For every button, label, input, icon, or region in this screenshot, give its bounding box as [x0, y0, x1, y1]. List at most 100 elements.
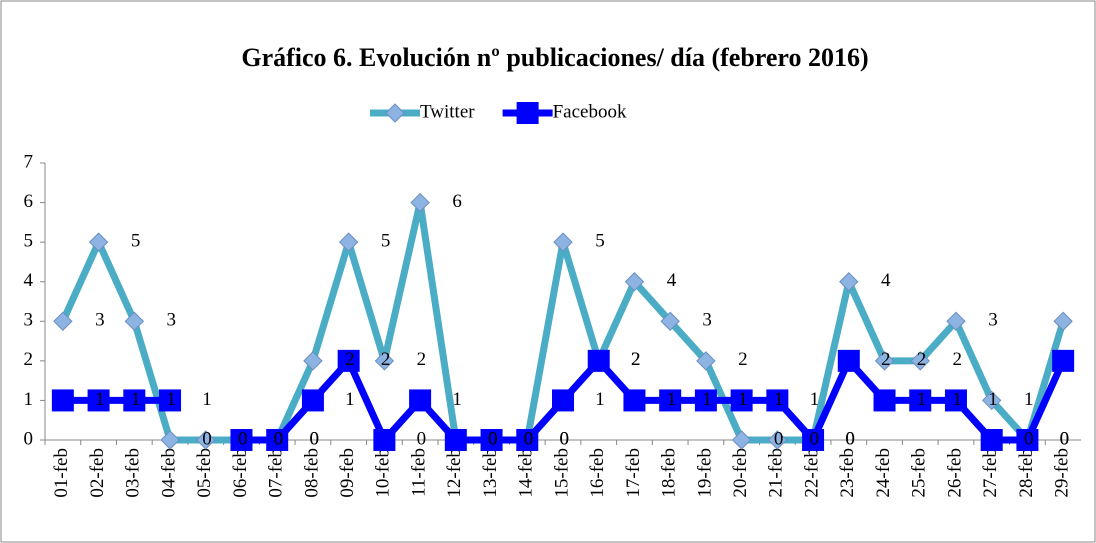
- data-label: 3: [95, 310, 105, 331]
- data-label: 2: [881, 349, 891, 370]
- x-tick-label: 29-feb: [1051, 448, 1072, 498]
- marker: [910, 351, 930, 371]
- y-tick-label: 6: [24, 191, 34, 212]
- data-label: 0: [1024, 428, 1034, 449]
- x-tick-label: 05-feb: [194, 448, 215, 498]
- x-tick-label: 28-feb: [1016, 448, 1037, 498]
- marker: [160, 430, 180, 450]
- data-label: 0: [238, 428, 248, 449]
- x-tick-label: 04-feb: [158, 448, 179, 498]
- x-tick-label: 14-feb: [516, 448, 537, 498]
- marker: [1053, 311, 1073, 331]
- data-label: 3: [702, 310, 712, 331]
- y-tick-label: 7: [24, 151, 34, 172]
- legend-label: Facebook: [553, 101, 627, 122]
- marker: [444, 429, 467, 451]
- x-tick-label: 16-feb: [587, 448, 608, 498]
- data-label: 0: [560, 428, 570, 449]
- data-label: 0: [1060, 428, 1070, 449]
- data-label: 4: [667, 270, 677, 291]
- data-label: 0: [845, 428, 855, 449]
- marker: [909, 389, 932, 412]
- data-label: 3: [988, 310, 998, 331]
- x-tick-label: 01-feb: [51, 448, 72, 498]
- marker: [944, 389, 967, 412]
- data-label: 1: [131, 389, 141, 410]
- data-label: 2: [417, 349, 427, 370]
- x-tick-label: 12-feb: [444, 448, 465, 498]
- y-tick-label: 2: [24, 349, 34, 370]
- data-label: 2: [631, 349, 641, 370]
- marker: [88, 232, 109, 252]
- data-label: 0: [488, 428, 498, 449]
- x-tick-label: 15-feb: [551, 448, 572, 498]
- x-tick-label: 18-feb: [659, 448, 680, 498]
- data-label: 1: [702, 389, 712, 410]
- data-label: 1: [917, 389, 927, 410]
- marker: [87, 389, 110, 412]
- legend-label: Twitter: [420, 101, 475, 122]
- x-tick-label: 19-feb: [694, 448, 715, 498]
- marker: [51, 389, 74, 412]
- data-label: 1: [202, 389, 212, 410]
- data-label: 2: [952, 349, 962, 370]
- data-label: 0: [524, 428, 534, 449]
- data-label: 1: [952, 389, 962, 410]
- x-tick-label: 03-feb: [123, 448, 144, 498]
- marker: [873, 389, 896, 412]
- marker: [837, 349, 860, 372]
- data-label: 0: [202, 428, 212, 449]
- marker: [766, 389, 789, 412]
- data-label: 1: [452, 389, 462, 410]
- data-label: 0: [309, 428, 319, 449]
- data-label: 1: [988, 389, 998, 410]
- data-label: 0: [560, 428, 570, 449]
- marker: [159, 389, 182, 412]
- data-label: 5: [381, 231, 391, 252]
- data-label: 0: [274, 428, 284, 449]
- data-label: 1: [667, 389, 677, 410]
- y-tick-label: 5: [24, 231, 34, 252]
- data-label: 0: [810, 428, 820, 449]
- x-tick-label: 27-feb: [980, 448, 1001, 498]
- marker: [802, 429, 825, 451]
- marker: [230, 429, 253, 451]
- y-tick-label: 0: [24, 428, 34, 449]
- y-tick-label: 1: [24, 389, 34, 410]
- marker: [123, 389, 146, 412]
- marker: [124, 311, 145, 331]
- marker: [1052, 349, 1075, 372]
- x-tick-label: 13-feb: [480, 448, 501, 498]
- marker: [623, 389, 646, 412]
- marker: [767, 430, 788, 450]
- data-label: 5: [131, 231, 141, 252]
- marker: [480, 429, 503, 451]
- data-label: 1: [167, 389, 177, 410]
- x-tick-label: 08-feb: [301, 448, 322, 498]
- marker: [301, 389, 324, 412]
- x-tick-label: 11-feb: [408, 448, 429, 497]
- data-label: 2: [917, 349, 927, 370]
- x-tick-label: 25-feb: [909, 448, 930, 498]
- marker: [659, 389, 682, 412]
- data-label: 2: [345, 349, 355, 370]
- data-label: 2: [381, 349, 391, 370]
- x-tick-label: 07-feb: [266, 448, 287, 498]
- data-label: 0: [274, 428, 284, 449]
- data-label: 0: [1060, 428, 1070, 449]
- marker: [553, 232, 573, 252]
- data-label: 0: [309, 428, 319, 449]
- marker: [839, 272, 859, 292]
- marker: [730, 389, 753, 412]
- data-label: 1: [595, 389, 605, 410]
- marker: [624, 272, 645, 292]
- marker: [946, 311, 966, 331]
- data-label: 1: [95, 389, 105, 410]
- x-tick-label: 06-feb: [230, 448, 251, 498]
- data-label: 0: [417, 428, 427, 449]
- marker: [981, 390, 1002, 411]
- x-tick-label: 26-feb: [944, 448, 965, 498]
- marker: [53, 311, 73, 331]
